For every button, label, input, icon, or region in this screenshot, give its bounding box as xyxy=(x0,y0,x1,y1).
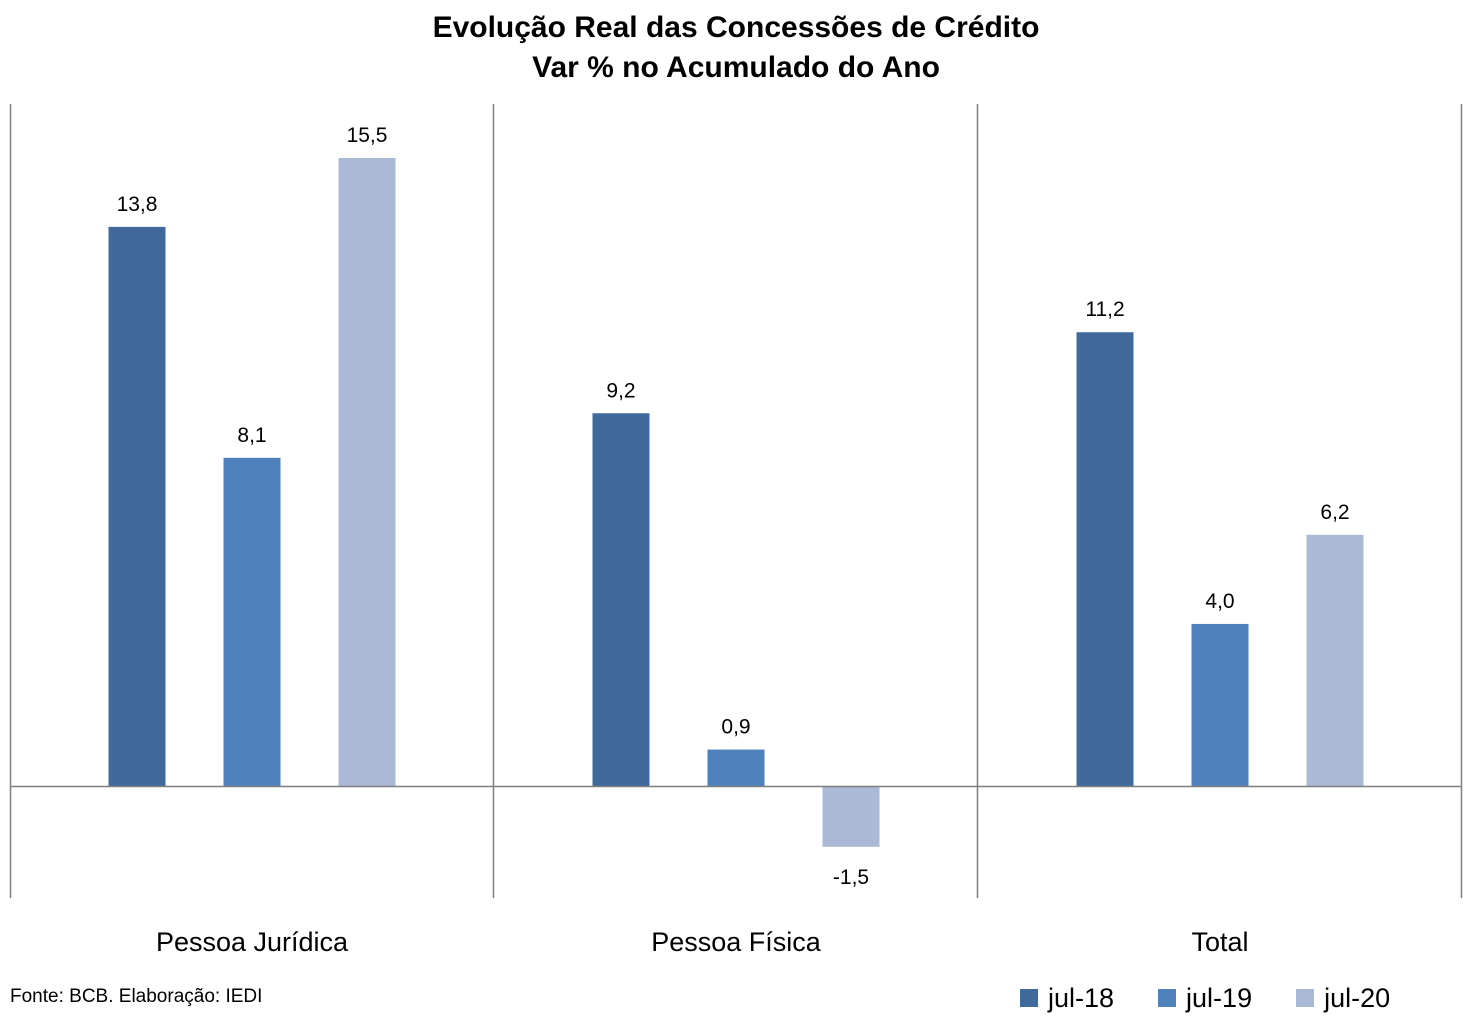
legend-label-jul-20: jul-20 xyxy=(1324,982,1391,1013)
data-label-jul-19-1: 0,9 xyxy=(721,716,750,739)
data-label-jul-19-2: 4,0 xyxy=(1205,590,1234,613)
bar-jul-19-2 xyxy=(1191,623,1249,786)
legend-swatch-jul-18 xyxy=(1020,989,1038,1007)
legend: jul-18 jul-19 jul-20 xyxy=(1020,980,1390,1016)
bar-jul-19-0 xyxy=(223,457,281,786)
category-label-0: Pessoa Jurídica xyxy=(156,927,349,957)
legend-label-jul-18: jul-18 xyxy=(1048,982,1115,1013)
legend-item-jul-20: jul-20 xyxy=(1296,983,1390,1014)
category-label-1: Pessoa Física xyxy=(651,927,822,957)
data-label-jul-18-2: 11,2 xyxy=(1085,298,1124,321)
data-label-jul-20-0: 15,5 xyxy=(347,124,388,147)
data-label-jul-20-2: 6,2 xyxy=(1320,501,1349,524)
data-label-jul-18-0: 13,8 xyxy=(117,193,158,216)
bar-jul-18-0 xyxy=(108,226,166,786)
bar-jul-20-2 xyxy=(1306,534,1364,786)
legend-item-jul-19: jul-19 xyxy=(1158,983,1252,1014)
data-label-jul-19-0: 8,1 xyxy=(237,424,266,447)
legend-item-jul-18: jul-18 xyxy=(1020,983,1114,1014)
legend-swatch-jul-20 xyxy=(1296,989,1315,1007)
bar-jul-18-1 xyxy=(592,413,650,786)
bar-jul-18-2 xyxy=(1076,332,1134,786)
bar-jul-20-0 xyxy=(338,158,396,786)
bar-chart: 13,8 9,2 11,2 8,1 0,9 4,0 15,5 -1,5 6,2 Pessoa Ju… xyxy=(9,104,1463,957)
bar-jul-19-1 xyxy=(707,749,765,786)
bar-jul-20-1 xyxy=(822,786,880,847)
source-note: Fonte: BCB. Elaboração: IEDI xyxy=(10,986,263,1007)
legend-label-jul-19: jul-19 xyxy=(1186,982,1253,1013)
data-label-jul-18-1: 9,2 xyxy=(606,379,635,402)
chart-title: Evolução Real das Concessões de Crédito xyxy=(432,11,1040,44)
chart-subtitle: Var % no Acumulado do Ano xyxy=(532,51,940,84)
chart-title-block: Evolução Real das Concessões de Crédito … xyxy=(0,8,1472,88)
data-label-jul-20-1: -1,5 xyxy=(833,866,869,889)
category-label-2: Total xyxy=(1191,927,1248,957)
legend-swatch-jul-19 xyxy=(1158,989,1177,1007)
